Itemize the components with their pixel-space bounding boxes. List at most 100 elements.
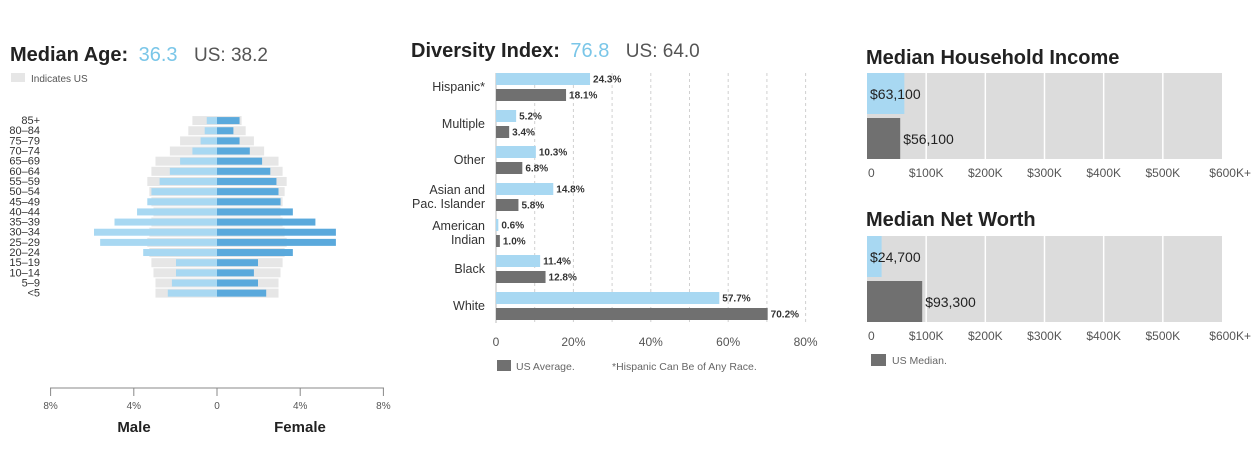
age-male-bar-65-69 <box>180 157 217 165</box>
age-x-tick-label: 0 <box>214 401 220 412</box>
age-category-label: 70–74 <box>9 146 40 158</box>
age-category-label: 45–49 <box>9 196 40 208</box>
age-xlabel-male: Male <box>117 419 150 436</box>
age-category-label: 55–59 <box>9 176 40 188</box>
income-title: Median Household Income <box>866 47 1119 69</box>
diversity-x-tick-label: 0 <box>493 335 500 349</box>
networth-area-value: $24,700 <box>870 249 921 265</box>
age-category-label: 85+ <box>21 115 40 127</box>
age-female-bar-10-14 <box>217 269 254 277</box>
income-x-tick-label: $600K+ <box>1209 166 1251 180</box>
age-female-bar-35-39 <box>217 218 316 226</box>
age-xlabel-female: Female <box>274 419 326 436</box>
age-category-label: 10–14 <box>9 267 40 279</box>
networth-x-tick-label: $400K <box>1086 329 1121 343</box>
diversity-category-label-black: Black <box>454 262 485 276</box>
diversity-area-value-hispanic: 24.3% <box>593 75 621 86</box>
income-x-tick-label: $300K <box>1027 166 1062 180</box>
diversity-title: Diversity Index: 76.8 US: 64.0 <box>411 40 700 62</box>
age-category-label: 5–9 <box>22 277 40 289</box>
diversity-us-value-american-indian: 1.0% <box>503 237 526 248</box>
age-x-tick-label: 8% <box>376 401 391 412</box>
diversity-category-line: Hispanic* <box>432 80 485 94</box>
age-male-bar-5-9 <box>171 279 217 287</box>
age-x-tick-label: 8% <box>43 401 58 412</box>
diversity-area-bar-other <box>496 146 536 158</box>
diversity-x-tick-label: 80% <box>794 335 818 349</box>
age-female-bar-40-44 <box>217 208 293 216</box>
networth-legend-swatch <box>871 354 886 366</box>
networth-x-tick-label: 0 <box>868 329 875 343</box>
age-bars: 85+80–8475–7970–7465–6960–6455–5950–5445… <box>9 115 336 300</box>
networth-area-bar <box>867 236 882 277</box>
diversity-us-bar-multiple <box>496 126 510 138</box>
diversity-area-bar-hispanic <box>496 73 591 85</box>
age-category-label: 40–44 <box>9 206 40 218</box>
income-us-bar <box>867 118 901 159</box>
diversity-x-tick-label: 60% <box>716 335 740 349</box>
diversity-category-line: Indian <box>451 233 485 247</box>
diversity-chart: Diversity Index: 76.8 US: 64.0 24.3% 18.1… <box>411 40 818 373</box>
diversity-us-bar-hispanic <box>496 89 567 101</box>
networth-x-tick-label: $300K <box>1027 329 1062 343</box>
diversity-category-label-other: Other <box>454 153 485 167</box>
age-male-bar-20-24 <box>143 249 217 257</box>
diversity-category-label-american-indian: American Indian <box>432 219 485 247</box>
age-male-bar-80-84 <box>204 127 217 135</box>
age-male-bar-40-44 <box>137 208 217 216</box>
age-male-bar-45-49 <box>147 198 217 206</box>
age-male-bar-25-29 <box>100 238 217 246</box>
diversity-title-label: Diversity Index: <box>411 40 560 62</box>
income-x-tick-label: $500K <box>1145 166 1180 180</box>
age-category-label: 35–39 <box>9 217 40 229</box>
diversity-grid <box>495 73 807 323</box>
age-male-bar-30-34 <box>94 228 217 236</box>
age-female-bar-75-79 <box>217 137 240 145</box>
diversity-legend-swatch <box>497 360 511 371</box>
age-title: Median Age: 36.3 US: 38.2 <box>10 44 268 66</box>
diversity-x-tick-label: 20% <box>561 335 585 349</box>
diversity-area-value-multiple: 5.2% <box>519 112 542 123</box>
networth-x-tick-label: $100K <box>909 329 944 343</box>
diversity-category-label-asian-and-pac-islander: Asian and Pac. Islander <box>412 183 485 211</box>
diversity-us-value-asian-and-pac-islander: 5.8% <box>521 201 544 212</box>
diversity-area-value-white: 57.7% <box>722 294 750 305</box>
income-chart: $63,100 $56,100 0 $100K $200K $300K $400K $500K… <box>867 73 1251 180</box>
diversity-category-line: Multiple <box>442 117 485 131</box>
diversity-area-bar-american-indian <box>496 219 499 231</box>
diversity-x-ticks: 0 20% 40% 60% 80% <box>493 335 818 349</box>
age-male-bar-55-59 <box>159 177 217 185</box>
age-female-bar-80-84 <box>217 127 234 135</box>
age-title-label: Median Age: <box>10 44 128 66</box>
income-us-value: $56,100 <box>903 131 954 147</box>
age-female-bar-55-59 <box>217 177 277 185</box>
diversity-us-value-hispanic: 18.1% <box>569 91 597 102</box>
age-female-bar-5-9 <box>217 279 258 287</box>
diversity-area-value-other: 10.3% <box>539 148 567 159</box>
age-title-value: 36.3 <box>139 44 178 66</box>
age-male-bar-10-14 <box>176 269 217 277</box>
diversity-title-us: US: 64.0 <box>626 41 700 62</box>
diversity-us-bar-black <box>496 271 546 283</box>
income-x-tick-label: $100K <box>909 166 944 180</box>
age-x-tick-label: 4% <box>127 401 142 412</box>
diversity-area-value-black: 11.4% <box>543 257 571 268</box>
diversity-bars: 24.3% 18.1% Hispanic* 5.2% 3.4% Multiple 10.3%… <box>412 73 799 321</box>
age-legend-swatch <box>11 73 25 82</box>
age-x-ticks: 8% 4% 0 4% 8% <box>43 388 391 412</box>
diversity-area-value-american-indian: 0.6% <box>501 221 524 232</box>
age-male-bar-60-64 <box>169 167 217 175</box>
age-legend-label: Indicates US <box>31 74 88 85</box>
age-female-bar-85 <box>217 117 240 125</box>
age-female-bar-50-54 <box>217 188 279 196</box>
diversity-us-bar-white <box>496 308 768 320</box>
age-male-bar-85 <box>206 117 217 125</box>
networth-x-tick-label: $600K+ <box>1209 329 1251 343</box>
networth-x-tick-label: $200K <box>968 329 1003 343</box>
diversity-panel: Diversity Index: 76.8 US: 64.0 24.3% 18.1… <box>400 0 840 468</box>
diversity-us-value-other: 6.8% <box>525 164 548 175</box>
age-female-bar-70-74 <box>217 147 250 155</box>
diversity-category-line: Other <box>454 153 485 167</box>
age-female-bar-65-69 <box>217 157 263 165</box>
